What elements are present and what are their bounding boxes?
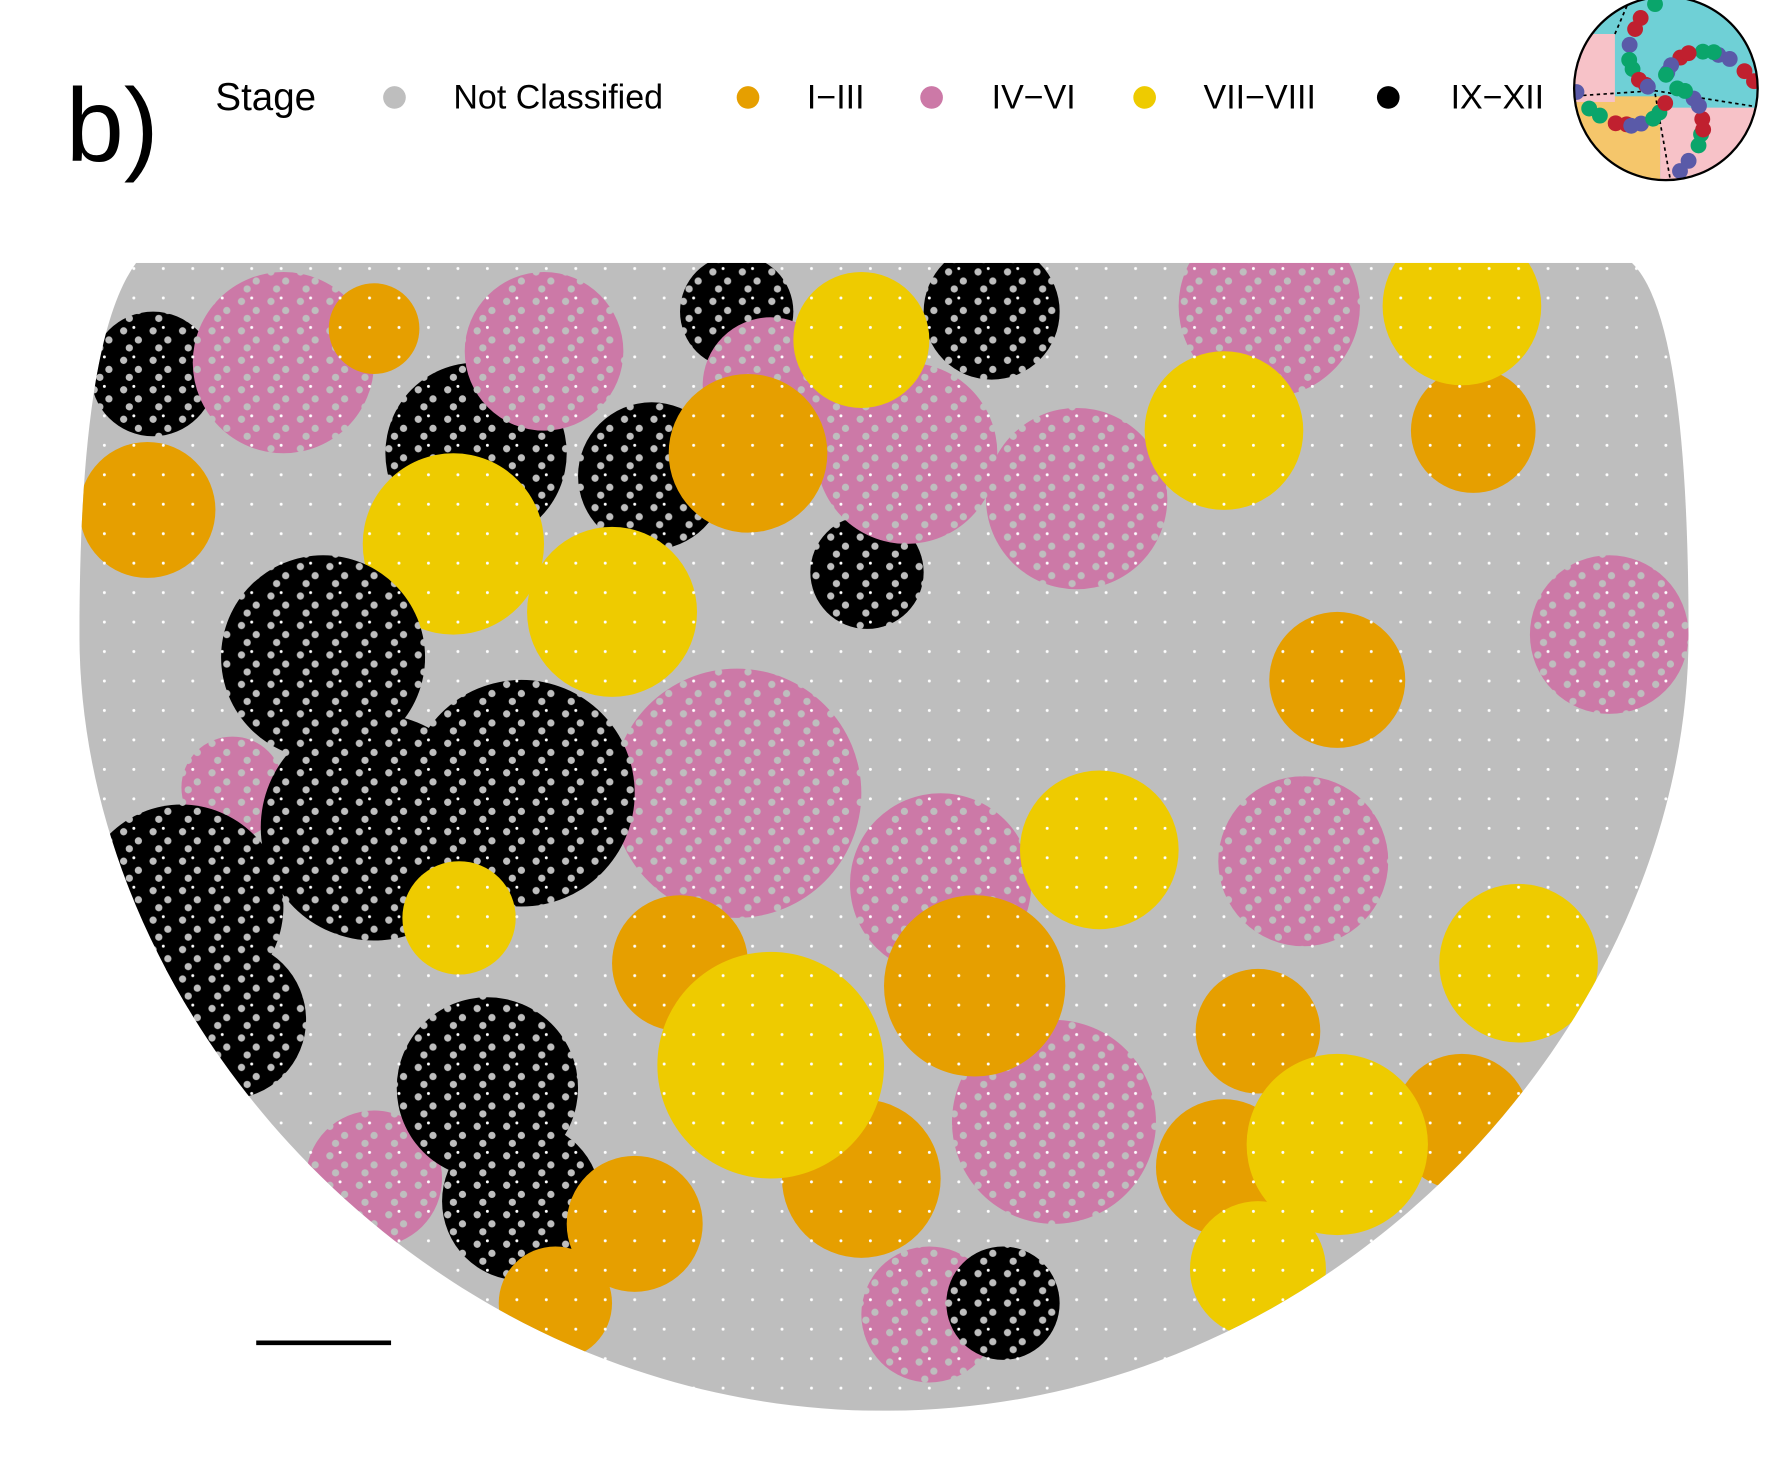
legend-swatch: [1133, 86, 1156, 109]
stage-region: [1189, 1201, 1326, 1338]
legend-swatch: [383, 86, 406, 109]
stage-region: [985, 407, 1168, 590]
inset-dot: [1680, 45, 1697, 62]
stage-region: [221, 555, 426, 760]
legend: Not Classified I−III IV−VI VII−VIII IX−XII: [383, 79, 1544, 117]
inset-dot: [1639, 78, 1656, 95]
stage-region: [810, 515, 924, 629]
stage-region: [464, 271, 624, 431]
stage-region: [1019, 770, 1179, 930]
stage-region: [1144, 351, 1304, 510]
inset-dot: [1677, 83, 1693, 99]
stage-region: [192, 271, 375, 454]
legend-swatch: [736, 86, 760, 109]
stage-region: [566, 1155, 703, 1292]
panel-label: b): [66, 68, 159, 184]
inset-dot: [1621, 36, 1638, 53]
stage-region: [1439, 883, 1598, 1043]
stage-region: [498, 1246, 613, 1360]
stage-region: [1218, 776, 1389, 947]
stage-region: [793, 271, 930, 408]
stage-region: [442, 1121, 601, 1281]
stage-region: [362, 453, 545, 635]
legend-label: Not Classified: [453, 79, 663, 117]
inset-dot: [1607, 115, 1624, 132]
stage-region: [527, 526, 698, 697]
stage-region: [1382, 262, 1542, 386]
legend-swatch: [920, 86, 943, 109]
legend-label: VII−VIII: [1204, 79, 1316, 117]
inset-dot: [1695, 121, 1712, 138]
inset-dot: [1746, 73, 1758, 90]
inset-dot: [1632, 10, 1649, 26]
inset-dot: [1736, 63, 1753, 80]
stage-region: [946, 1246, 1060, 1360]
stage-region: [328, 283, 420, 374]
inset-dot: [1691, 97, 1707, 114]
inset-dot: [1721, 51, 1738, 67]
stage-region: [884, 895, 1066, 1077]
stage-region: [147, 940, 307, 1100]
inset-dot: [1657, 95, 1674, 112]
stage-region: [1410, 368, 1536, 493]
inset-dot: [1581, 100, 1598, 117]
stage-region: [1529, 555, 1689, 714]
stage-region: [1246, 1053, 1428, 1236]
inset-dot: [1705, 44, 1722, 61]
inset-dot: [1647, 0, 1663, 13]
inset-dot: [1621, 51, 1638, 68]
legend-label: IV−VI: [992, 79, 1076, 117]
stage-region: [90, 311, 216, 437]
stage-region: [1269, 611, 1406, 748]
stage-region: [402, 861, 516, 975]
legend-swatch: [1376, 86, 1400, 109]
inset-dot: [1574, 84, 1585, 100]
legend-label: I−III: [807, 79, 865, 117]
legend-title: Stage: [215, 76, 316, 119]
stage-region: [1195, 968, 1321, 1094]
inset-dot: [1658, 66, 1674, 83]
legend-label: IX−XII: [1451, 79, 1545, 117]
stage-region: [923, 262, 1060, 380]
stage-region: [668, 373, 828, 533]
inset-dot: [1623, 117, 1640, 134]
inset-icon: [1573, 0, 1759, 182]
inset-dot: [1645, 110, 1662, 127]
stage-region: [657, 951, 884, 1179]
inset-dot: [1690, 137, 1707, 154]
inset-dot: [1672, 163, 1688, 179]
stage-region: [79, 441, 216, 578]
tissue: [79, 262, 1689, 1411]
stage-region: [612, 668, 862, 918]
